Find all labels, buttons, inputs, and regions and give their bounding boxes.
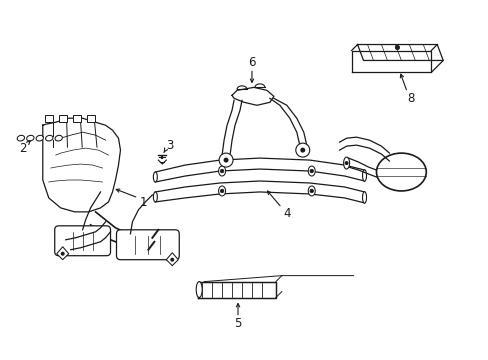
Polygon shape — [198, 282, 275, 298]
FancyBboxPatch shape — [116, 230, 179, 260]
Ellipse shape — [218, 166, 225, 176]
Ellipse shape — [307, 166, 315, 176]
Polygon shape — [351, 50, 430, 72]
Circle shape — [394, 45, 399, 50]
Polygon shape — [166, 253, 178, 266]
Circle shape — [219, 153, 233, 167]
Text: 7: 7 — [392, 171, 399, 185]
Polygon shape — [357, 45, 442, 60]
Circle shape — [61, 252, 64, 256]
Ellipse shape — [153, 192, 157, 202]
Circle shape — [309, 169, 313, 173]
Text: 8: 8 — [407, 92, 414, 105]
Ellipse shape — [196, 282, 202, 298]
Ellipse shape — [218, 186, 225, 196]
Circle shape — [170, 258, 174, 262]
Ellipse shape — [362, 170, 366, 181]
Ellipse shape — [153, 172, 157, 182]
Text: 1: 1 — [140, 197, 147, 210]
Text: 4: 4 — [283, 207, 290, 220]
Ellipse shape — [376, 153, 426, 191]
Circle shape — [220, 189, 224, 193]
Text: 5: 5 — [234, 317, 241, 330]
Text: 3: 3 — [166, 139, 174, 152]
Ellipse shape — [362, 192, 366, 203]
Circle shape — [223, 158, 228, 163]
Circle shape — [220, 169, 224, 173]
FancyBboxPatch shape — [59, 115, 66, 122]
Text: 2: 2 — [19, 141, 26, 155]
Circle shape — [344, 161, 348, 165]
Text: 6: 6 — [248, 56, 255, 69]
Polygon shape — [232, 87, 273, 105]
Ellipse shape — [307, 186, 315, 196]
Circle shape — [300, 148, 305, 153]
FancyBboxPatch shape — [55, 226, 110, 256]
FancyBboxPatch shape — [86, 115, 94, 122]
FancyBboxPatch shape — [45, 115, 53, 122]
Circle shape — [295, 143, 309, 157]
Polygon shape — [42, 118, 120, 212]
Polygon shape — [57, 247, 68, 260]
Circle shape — [309, 189, 313, 193]
FancyBboxPatch shape — [73, 115, 81, 122]
Ellipse shape — [343, 157, 349, 169]
